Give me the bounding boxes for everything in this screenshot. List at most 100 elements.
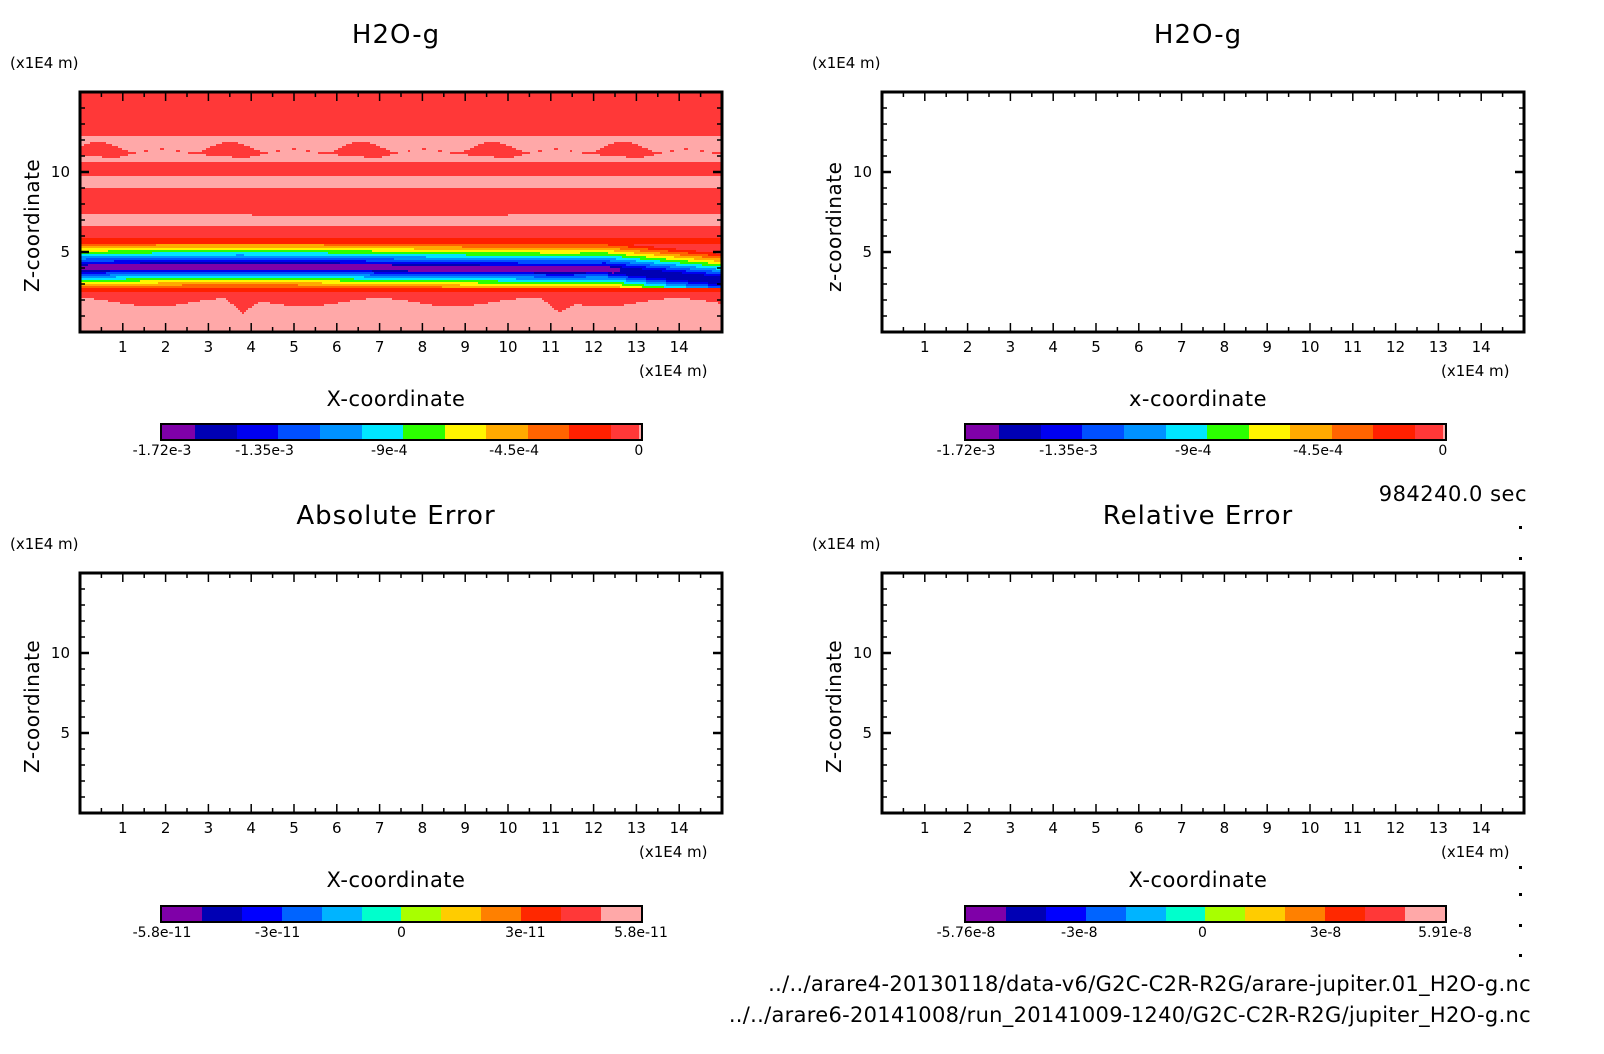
colorbar-tick-label: -9e-4 [371,443,408,459]
marker-dot [1519,526,1522,529]
colorbar-tick-label: 0 [397,925,406,941]
x-tick-label: 11 [1343,819,1363,837]
x-tick-label: 7 [1176,819,1187,837]
colorbar-tick-label: -4.5e-4 [1293,443,1343,459]
colorbar-segment [1365,907,1405,921]
colorbar-tick-label: -1.35e-3 [1039,443,1098,459]
x-tick-label: 10 [1300,819,1320,837]
x-tick-label: 8 [1219,338,1230,356]
colorbar-segment [1404,907,1445,921]
colorbar-segment [1331,425,1374,439]
x-tick-label: 4 [1048,338,1058,356]
colorbar-tick-label: -5.8e-11 [132,925,192,941]
colorbar-tick-label: 3e-11 [505,925,546,941]
colorbar-segment [611,425,639,439]
x-tick-label: 10 [1300,338,1320,356]
colorbar-tick-label: -1.72e-3 [936,443,996,459]
y-unit-label: (x1E4 m) [812,54,881,72]
colorbar-tick-label: -1.72e-3 [132,443,192,459]
x-unit-label: (x1E4 m) [1441,362,1510,380]
x-tick-label: 4 [246,338,256,356]
colorbar-segment [1207,425,1249,439]
colorbar-segment [1325,907,1366,921]
marker-dot [1519,924,1522,927]
x-tick-label: 1 [118,338,128,356]
colorbar-segment [1248,425,1291,439]
x-axis-title: X-coordinate [1128,868,1268,892]
colorbar-tick-label: -4.5e-4 [489,443,539,459]
x-axis-title: X-coordinate [326,868,466,892]
colorbar-segment [521,907,562,921]
colorbar-segment [999,425,1041,439]
colorbar-segment [527,425,570,439]
colorbar-segment [486,425,528,439]
heatmap-plot [880,571,1526,815]
heatmap-plot [78,90,724,334]
colorbar-segment [236,425,279,439]
colorbar [964,905,1447,923]
colorbar [964,423,1447,441]
y-tick-label: 5 [862,724,872,742]
x-tick-label: 10 [498,819,518,837]
x-tick-label: 11 [541,819,561,837]
colorbar-segment [1005,907,1046,921]
marker-dot [1519,893,1522,896]
colorbar-segment [241,907,282,921]
x-axis-title: X-coordinate [326,387,466,411]
y-tick-label: 10 [852,163,872,181]
x-tick-label: 14 [1471,338,1491,356]
x-tick-label: 6 [1134,819,1144,837]
colorbar-segment [1285,907,1326,921]
heatmap-plot [78,571,724,815]
x-tick-label: 2 [962,819,973,837]
x-tick-label: 7 [374,819,385,837]
x-tick-label: 14 [1471,819,1491,837]
colorbar-segment [561,907,601,921]
colorbar [160,423,643,441]
colorbar-segment [1085,907,1126,921]
x-tick-label: 6 [332,819,342,837]
x-tick-label: 9 [1262,338,1272,356]
colorbar-tick-label: -3e-11 [254,925,301,941]
x-axis-title: x-coordinate [1128,387,1268,411]
colorbar-segment [162,425,196,439]
x-unit-label: (x1E4 m) [639,843,708,861]
colorbar-segment [401,907,442,921]
x-tick-label: 4 [246,819,256,837]
colorbar-tick-label: 5.8e-11 [614,925,668,941]
x-tick-label: 13 [1428,338,1448,356]
colorbar-segment [441,907,482,921]
colorbar-segment [281,907,322,921]
heatmap-field [80,92,722,332]
x-tick-label: 13 [1428,819,1448,837]
y-axis-title: Z-coordinate [20,158,44,292]
x-tick-label: 8 [1219,819,1230,837]
y-unit-label: (x1E4 m) [812,535,881,553]
x-tick-label: 6 [332,338,342,356]
colorbar-segment [1040,425,1083,439]
x-tick-label: 13 [626,819,646,837]
x-tick-label: 1 [920,338,930,356]
x-tick-label: 8 [417,819,428,837]
x-tick-label: 2 [160,338,171,356]
x-tick-label: 9 [1262,819,1272,837]
x-tick-label: 1 [118,819,128,837]
x-tick-label: 3 [203,338,214,356]
x-tick-label: 3 [1005,819,1016,837]
plot-border [78,571,724,815]
x-unit-label: (x1E4 m) [1441,843,1510,861]
colorbar-segment [1045,907,1086,921]
heatmap-field [882,92,1524,332]
x-tick-label: 8 [417,338,428,356]
colorbar-tick-label: -5.76e-8 [936,925,996,941]
panel-title: Relative Error [1102,501,1294,531]
colorbar-tick-label: 5.91e-8 [1418,925,1472,941]
file-path-2: ../../arare6-20141008/run_20141009-1240/… [728,1003,1531,1027]
x-tick-label: 9 [460,338,470,356]
file-path-1: ../../arare4-20130118/data-v6/G2C-C2R-R2… [768,972,1531,996]
colorbar-segment [1290,425,1332,439]
x-tick-label: 2 [962,338,973,356]
colorbar-segment [278,425,320,439]
colorbar-tick-label: -9e-4 [1175,443,1212,459]
colorbar-tick-label: 0 [1197,925,1207,941]
